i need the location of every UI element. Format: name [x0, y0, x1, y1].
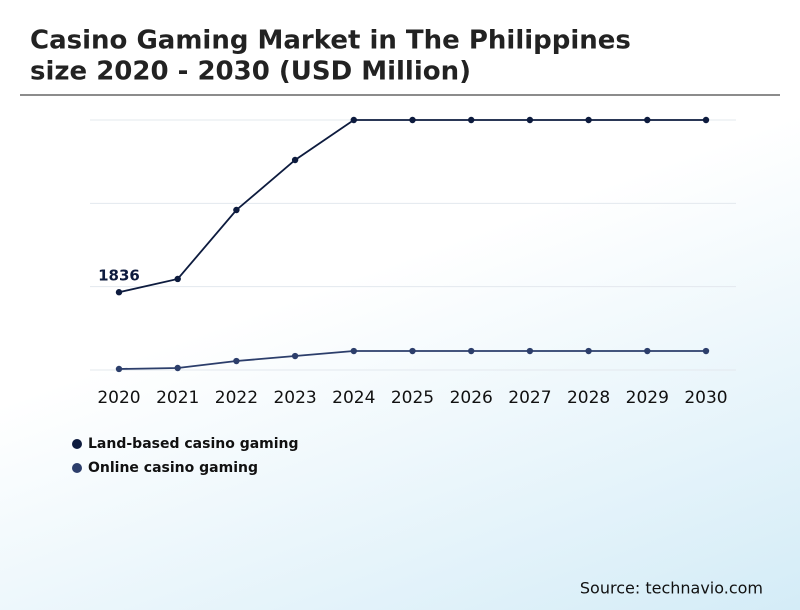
x-tick-label: 2027 — [508, 388, 551, 408]
point — [233, 357, 240, 365]
x-tick-label: 2021 — [156, 388, 199, 408]
x-tick-label: 2028 — [567, 388, 610, 408]
point — [174, 275, 181, 283]
x-tick-label: 2030 — [684, 388, 727, 408]
x-tick-label: 2020 — [97, 388, 140, 408]
source: Source: technavio.com — [580, 579, 763, 598]
x-tick-label: 2023 — [273, 388, 316, 408]
legend-marker — [72, 439, 82, 449]
point — [468, 347, 475, 355]
point — [644, 116, 651, 124]
chart-title: size 2020 - 2030 (USD Million) — [30, 57, 471, 87]
x-tick-label: 2025 — [391, 388, 434, 408]
series-line — [118, 119, 706, 294]
point — [409, 347, 416, 355]
chart-title: Casino Gaming Market in The Philippines — [30, 26, 631, 56]
point — [702, 116, 710, 124]
x-tick-label: 2026 — [450, 388, 493, 408]
legend-marker — [72, 463, 82, 473]
x-tick-label: 2024 — [332, 388, 375, 408]
point — [526, 347, 534, 355]
point — [115, 365, 123, 373]
point — [644, 347, 651, 355]
legend-label: Online casino gaming — [88, 460, 258, 476]
point — [291, 352, 299, 360]
point — [409, 116, 416, 124]
point — [350, 116, 357, 124]
point — [233, 206, 240, 214]
point — [350, 347, 357, 355]
value-label: 1836 — [98, 267, 140, 285]
point — [291, 156, 299, 164]
point — [174, 364, 181, 372]
x-tick-label: 2022 — [215, 388, 258, 408]
point — [526, 116, 534, 124]
x-tick-label: 2029 — [626, 388, 669, 408]
point — [468, 116, 475, 124]
legend-label: Land-based casino gaming — [88, 436, 299, 452]
point — [702, 347, 710, 355]
point — [585, 116, 592, 124]
point — [115, 289, 123, 296]
point — [585, 347, 592, 355]
